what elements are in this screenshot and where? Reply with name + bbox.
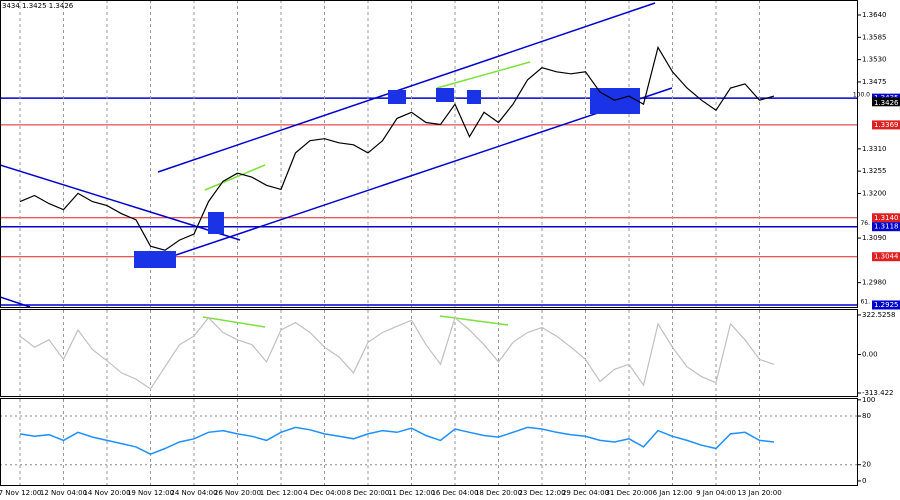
y-tick-label: 0.00 — [862, 351, 878, 359]
y-tick-label: 1.3640 — [862, 11, 887, 19]
y-tick-label: 1.3475 — [862, 78, 887, 86]
level-label: 1.3369 — [874, 121, 899, 129]
level-note: 100.0 — [853, 92, 870, 99]
x-tick-label: 7 Nov 12:00 — [0, 489, 41, 497]
zone-box — [134, 251, 176, 268]
y-tick-label: 1.3200 — [862, 189, 887, 197]
price-label: 1.3426 — [874, 99, 899, 107]
x-tick-label: 18 Dec 20:00 — [475, 489, 522, 497]
x-tick-label: 24 Nov 04:00 — [170, 489, 217, 497]
level-label: 1.3118 — [874, 223, 899, 231]
x-tick-label: 19 Nov 12:00 — [127, 489, 174, 497]
x-tick-label: 11 Dec 12:00 — [388, 489, 435, 497]
rsi-panel — [0, 398, 858, 486]
level-label-box — [872, 222, 900, 232]
divergence-line — [436, 61, 531, 89]
x-tick-label: 13 Jan 20:00 — [737, 489, 781, 497]
y-tick-label: 1.3090 — [862, 234, 887, 242]
price-box — [872, 97, 900, 107]
series-line — [19, 316, 775, 390]
y-tick-label: 80 — [862, 412, 871, 420]
y-tick-label: -313.422 — [862, 389, 893, 397]
divergence-line — [202, 316, 266, 328]
price-panel — [0, 0, 858, 308]
header-text: 3434 1.3425 1.3426 — [2, 2, 74, 10]
level-label-box — [872, 120, 900, 130]
x-tick-label: 12 Nov 04:00 — [40, 489, 87, 497]
level-label: 1.3140 — [874, 214, 899, 222]
level-note: 76. — [860, 220, 870, 227]
grid — [0, 0, 858, 485]
x-tick-label: 1 Dec 12:00 — [260, 489, 303, 497]
x-tick-label: 23 Dec 12:00 — [518, 489, 565, 497]
y-tick-label: 1.2980 — [862, 279, 887, 287]
trend-line — [0, 296, 31, 308]
zone-box — [467, 90, 481, 104]
level-label: 1.2925 — [874, 301, 899, 309]
y-tick-label: 1.3310 — [862, 145, 887, 153]
level-label-box — [872, 300, 900, 310]
y-tick-label: 1.3530 — [862, 56, 887, 64]
level-label-box — [872, 213, 900, 223]
y-tick-label: 1.3255 — [862, 167, 887, 175]
x-tick-label: 9 Jan 04:00 — [696, 489, 736, 497]
x-tick-label: 31 Dec 20:00 — [605, 489, 652, 497]
x-tick-label: 26 Nov 20:00 — [214, 489, 261, 497]
y-tick-label: 322.5258 — [862, 311, 895, 319]
x-tick-label: 4 Dec 04:00 — [303, 489, 346, 497]
y-tick-label: 0 — [862, 477, 866, 485]
zone-box — [388, 90, 406, 104]
cci-panel — [0, 309, 858, 397]
x-tick-label: 29 Dec 04:00 — [562, 489, 609, 497]
y-tick-label: 100 — [862, 396, 875, 404]
x-tick-label: 16 Dec 04:00 — [431, 489, 478, 497]
series-line — [19, 45, 775, 251]
zone-box — [590, 88, 640, 114]
level-label-box — [872, 252, 900, 262]
trend-line — [0, 164, 241, 241]
x-tick-label: 6 Jan 12:00 — [653, 489, 693, 497]
zone-box — [436, 88, 454, 102]
zone-box — [208, 212, 224, 234]
channel-upper — [157, 2, 656, 173]
plot — [19, 45, 775, 456]
divergence-line — [204, 164, 266, 191]
channel-lower — [175, 87, 673, 256]
level-label: 1.3044 — [874, 253, 899, 261]
x-tick-label: 8 Dec 20:00 — [347, 489, 390, 497]
overlays — [0, 2, 673, 328]
y-tick-label: 20 — [862, 461, 871, 469]
level-note: 61. — [860, 298, 870, 305]
y-tick-label: 1.3585 — [862, 33, 887, 41]
series-line — [19, 426, 775, 456]
divergence-line — [439, 315, 509, 326]
x-tick-label: 14 Nov 20:00 — [83, 489, 130, 497]
